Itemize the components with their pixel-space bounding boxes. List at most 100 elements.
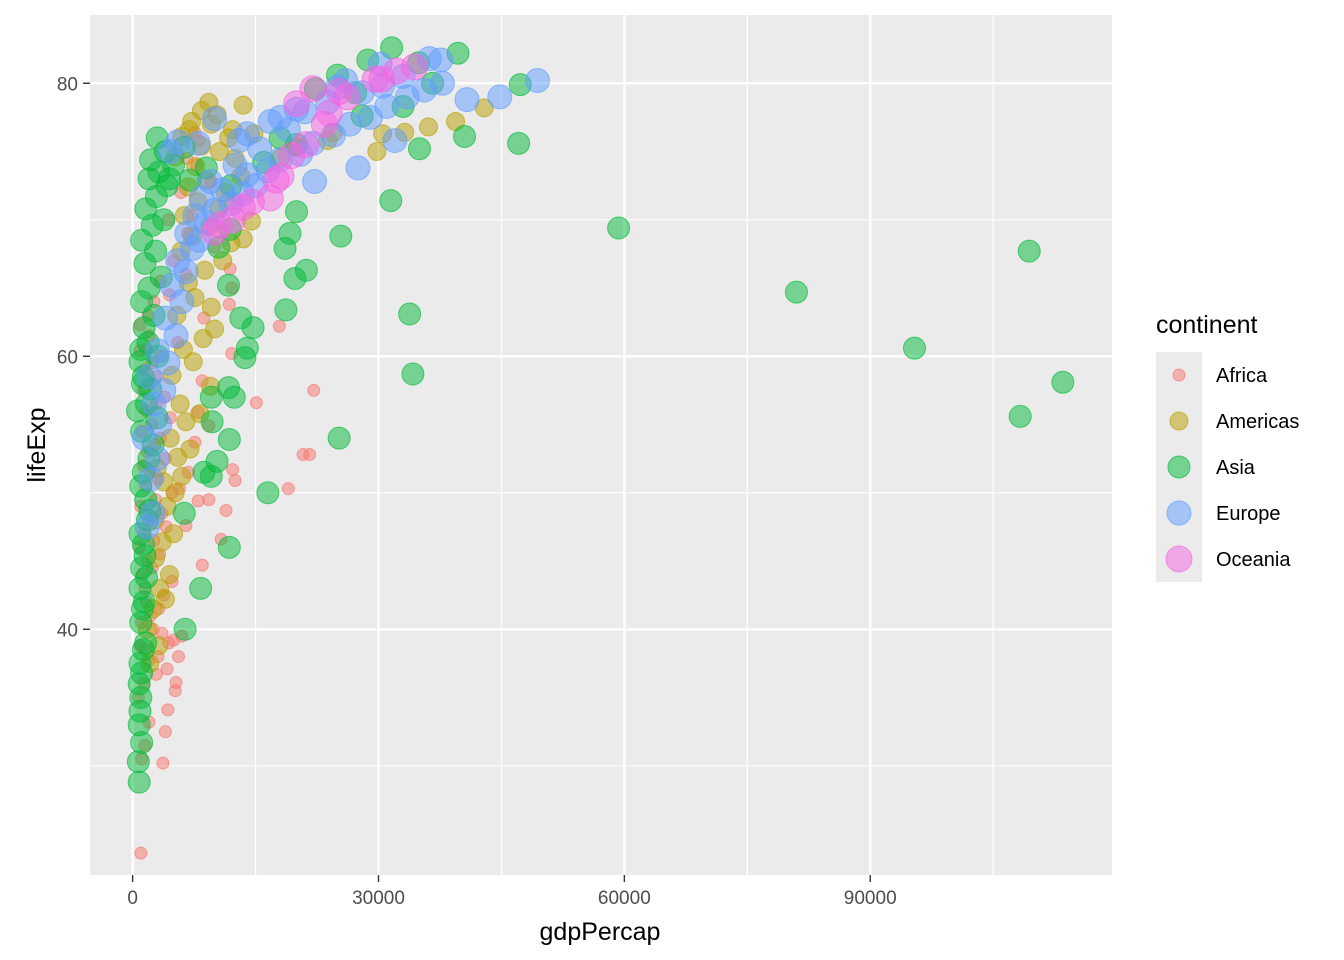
point-africa-74 [307, 383, 321, 397]
point-asia-75 [274, 298, 298, 322]
point-asia-91 [1017, 239, 1041, 263]
point-europe-56 [428, 47, 454, 73]
data-points [126, 36, 1075, 860]
point-europe-10 [144, 338, 170, 364]
point-asia-10 [134, 631, 158, 655]
point-africa-46 [191, 494, 205, 508]
point-africa-90 [222, 297, 236, 311]
point-africa-56 [226, 463, 240, 477]
point-asia-90 [1008, 404, 1032, 428]
legend-swatch-europe [1166, 500, 1192, 526]
point-americas-29 [201, 297, 221, 317]
point-asia-66 [200, 410, 224, 434]
point-asia-84 [398, 302, 422, 326]
point-asia-1 [126, 750, 150, 774]
point-americas-6 [159, 565, 179, 585]
point-europe-51 [454, 87, 480, 113]
point-oceania-19 [283, 90, 311, 118]
point-europe-31 [222, 152, 248, 178]
x-tick-label-3: 90000 [844, 888, 897, 909]
point-africa-50 [281, 482, 295, 496]
legend-label-asia: Asia [1216, 457, 1256, 479]
point-africa-43 [219, 504, 233, 518]
point-europe-12 [152, 305, 178, 331]
point-africa-11 [169, 676, 183, 690]
point-africa-16 [172, 650, 186, 664]
point-asia-92 [1051, 370, 1075, 394]
point-asia-87 [607, 216, 631, 240]
x-axis-title: gdpPercap [540, 918, 661, 946]
point-asia-0 [127, 770, 151, 794]
point-asia-64 [205, 449, 229, 473]
point-africa-53 [228, 473, 242, 487]
point-europe-49 [429, 70, 455, 96]
point-americas-69 [418, 117, 438, 137]
series-oceania [201, 53, 429, 246]
point-europe-53 [524, 68, 550, 94]
point-africa-1 [156, 756, 170, 770]
legend-label-europe: Europe [1216, 503, 1281, 525]
point-oceania-13 [333, 83, 361, 111]
point-africa-4 [158, 725, 172, 739]
point-asia-88 [784, 280, 808, 304]
point-americas-49 [209, 142, 229, 162]
y-axis: 40 60 80 [57, 74, 90, 641]
x-tick-label-1: 30000 [352, 888, 405, 909]
point-asia-73 [241, 316, 265, 340]
point-americas-14 [172, 466, 192, 486]
point-africa-61 [303, 448, 317, 462]
legend-label-americas: Americas [1216, 411, 1299, 433]
point-americas-21 [170, 394, 190, 414]
y-axis-title: lifeExp [23, 407, 51, 482]
point-asia-86 [379, 189, 403, 213]
legend-label-africa: Africa [1216, 365, 1268, 387]
legend-swatch-americas [1169, 411, 1189, 431]
legend-title: continent [1156, 311, 1258, 339]
legend-label-oceania: Oceania [1216, 549, 1291, 571]
point-africa-70 [249, 396, 263, 410]
x-axis: 0 30000 60000 90000 [127, 875, 897, 909]
point-americas-17 [180, 439, 200, 459]
point-americas-27 [205, 319, 225, 339]
point-asia-85 [329, 224, 353, 248]
point-asia-69 [222, 385, 246, 409]
point-asia-61 [172, 501, 196, 525]
legend: continent Africa Americas Asia Europe Oceani… [1156, 311, 1299, 582]
point-asia-65 [217, 428, 241, 452]
point-americas-66 [367, 142, 387, 162]
point-asia-95 [507, 131, 531, 155]
point-asia-80 [285, 200, 309, 224]
point-europe-28 [197, 169, 223, 195]
point-asia-74 [217, 273, 241, 297]
point-europe-63 [157, 139, 183, 165]
x-tick-label-2: 60000 [598, 888, 651, 909]
y-tick-label-0: 40 [57, 620, 78, 641]
point-asia-83 [401, 362, 425, 386]
point-africa-87 [272, 319, 286, 333]
point-asia-93 [407, 137, 431, 161]
point-africa-32 [195, 558, 209, 572]
point-americas-19 [176, 412, 196, 432]
point-oceania-9 [292, 131, 320, 159]
point-asia-113 [157, 167, 181, 191]
point-africa-47 [202, 493, 216, 507]
point-europe-65 [234, 121, 260, 147]
point-oceania-17 [361, 65, 389, 93]
point-asia-71 [235, 336, 259, 360]
point-americas-32 [195, 260, 215, 280]
point-asia-44 [152, 208, 176, 232]
point-europe-3 [144, 446, 170, 472]
legend-swatch-asia [1167, 455, 1191, 479]
point-asia-60 [217, 535, 241, 559]
point-asia-59 [189, 576, 213, 600]
point-asia-79 [278, 221, 302, 245]
point-europe-68 [382, 128, 408, 154]
point-europe-64 [202, 106, 228, 132]
point-europe-8 [136, 364, 162, 390]
point-asia-94 [453, 124, 477, 148]
point-europe-1 [140, 500, 166, 526]
legend-swatch-oceania [1165, 545, 1193, 573]
x-tick-label-0: 0 [127, 888, 138, 909]
point-africa-12 [160, 662, 174, 676]
